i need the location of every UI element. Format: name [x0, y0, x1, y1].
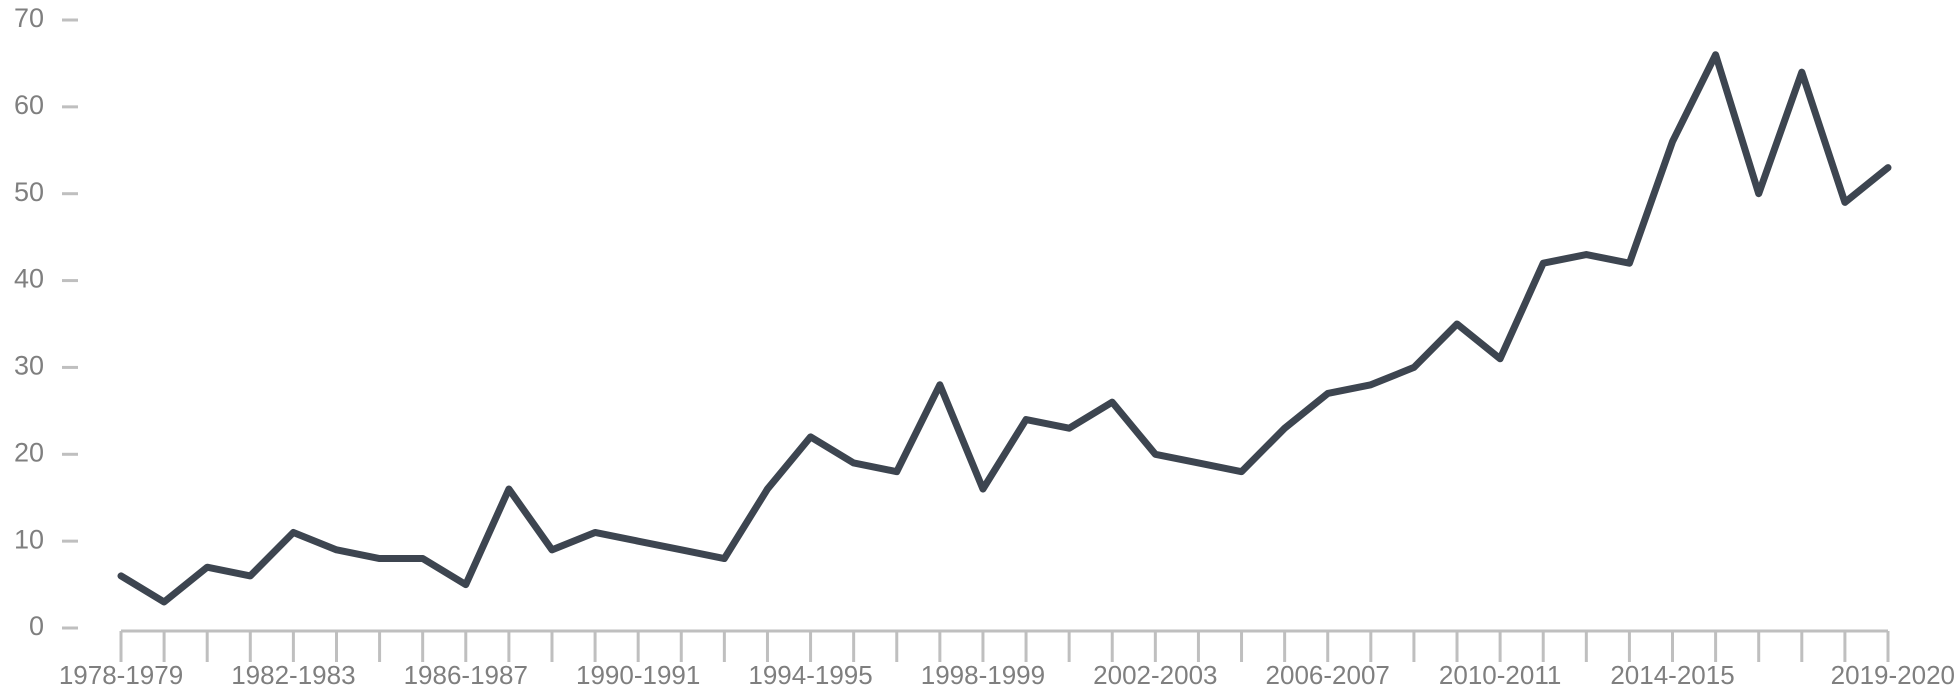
x-tick-label: 1998-1999	[921, 660, 1045, 690]
y-tick-label: 0	[29, 611, 44, 641]
x-tick-label: 2002-2003	[1093, 660, 1217, 690]
x-tick-label: 1982-1983	[231, 660, 355, 690]
y-tick-label: 40	[14, 264, 44, 294]
y-tick-label: 30	[14, 351, 44, 381]
x-tick-label: 2010-2011	[1439, 660, 1561, 690]
y-tick-label: 10	[14, 524, 44, 554]
x-tick-label: 2014-2015	[1610, 660, 1734, 690]
x-tick-label: 2019-2020	[1831, 660, 1955, 690]
x-tick-label: 1990-1991	[576, 660, 700, 690]
x-tick-label: 2006-2007	[1266, 660, 1390, 690]
y-tick-label: 20	[14, 437, 44, 467]
y-tick-label: 60	[14, 90, 44, 120]
x-tick-label: 1986-1987	[404, 660, 528, 690]
y-tick-label: 70	[14, 3, 44, 33]
x-tick-label: 1994-1995	[748, 660, 872, 690]
y-tick-label: 50	[14, 177, 44, 207]
x-tick-label: 1978-1979	[59, 660, 183, 690]
data-line	[117, 51, 1892, 606]
